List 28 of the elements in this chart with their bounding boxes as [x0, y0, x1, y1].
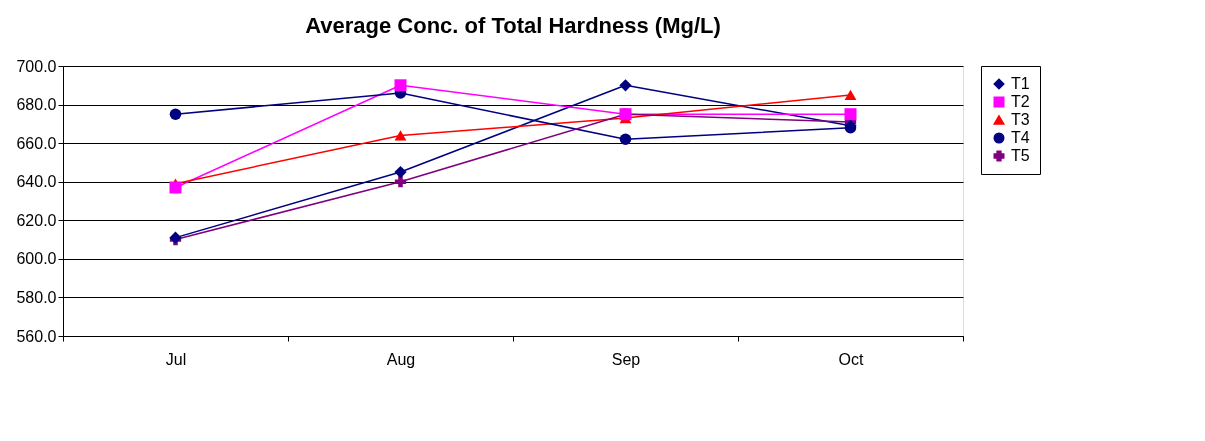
y-tick-label: 640.0	[16, 173, 57, 191]
x-tick-label: Oct	[838, 350, 864, 368]
y-tick-label: 700.0	[16, 57, 57, 75]
y-tick-label: 580.0	[16, 288, 57, 306]
point	[844, 108, 857, 121]
chart-title: Average Conc. of Total Hardness (Mg/L)	[305, 13, 721, 38]
legend-label: T4	[1011, 129, 1030, 146]
point	[169, 181, 182, 194]
legend-label: T1	[1011, 75, 1030, 92]
y-tick-label: 680.0	[16, 96, 57, 114]
point	[394, 165, 407, 179]
point	[394, 130, 407, 141]
point	[619, 133, 632, 146]
y-tick-label: 660.0	[16, 134, 57, 152]
point	[169, 108, 182, 120]
y-tick-label: 560.0	[16, 327, 57, 345]
point	[619, 79, 632, 92]
y-tick-label: 600.0	[16, 250, 57, 268]
point	[394, 176, 407, 188]
point	[394, 79, 407, 92]
legend-label: T2	[1011, 93, 1030, 110]
legend-label: T5	[1011, 147, 1030, 164]
point	[844, 89, 857, 101]
x-tick-label: Aug	[386, 350, 416, 368]
x-tick-label: Sep	[611, 350, 641, 368]
y-tick-label: 620.0	[16, 211, 57, 229]
x-tick-label: Jul	[165, 350, 187, 368]
legend-label: T3	[1011, 111, 1030, 128]
